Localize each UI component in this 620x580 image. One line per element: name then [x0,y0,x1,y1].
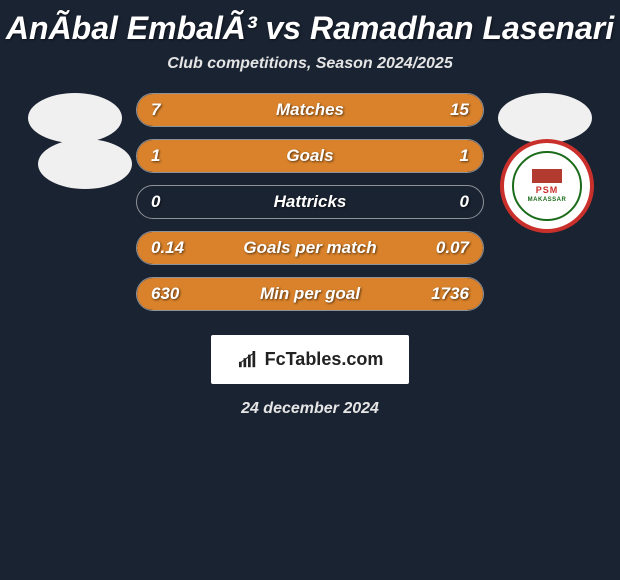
club-badge-text-1: PSM [536,185,559,195]
bar-value-right: 0.07 [436,238,469,258]
bar-value-left: 1 [151,146,160,166]
bar-value-right: 1 [460,146,469,166]
club-badge: PSM MAKASSAR [500,139,594,233]
subtitle: Club competitions, Season 2024/2025 [167,55,452,73]
stat-bar: 630 Min per goal 1736 [136,277,484,311]
club-badge-top-shape [532,169,562,183]
brand-text: FcTables.com [265,349,384,370]
chart-icon [237,351,259,369]
comparison-area: 7 Matches 15 1 Goals 1 0 Hattricks 0 0.14 Goals pe… [0,93,620,323]
bar-fill-left [137,140,310,172]
bar-value-left: 0 [151,192,160,212]
bar-label: Min per goal [260,284,360,304]
bar-label: Hattricks [274,192,347,212]
bar-value-left: 7 [151,100,160,120]
left-side-col [16,93,136,323]
bar-value-right: 15 [450,100,469,120]
club-badge-inner: PSM MAKASSAR [512,151,582,221]
bar-fill-right [310,140,483,172]
stat-bar: 1 Goals 1 [136,139,484,173]
brand-badge: FcTables.com [211,335,410,384]
player-avatar-left-2 [38,139,132,189]
stat-bar: 0 Hattricks 0 [136,185,484,219]
bar-value-left: 630 [151,284,179,304]
bar-value-right: 1736 [431,284,469,304]
bar-value-right: 0 [460,192,469,212]
bar-value-left: 0.14 [151,238,184,258]
club-badge-text-2: MAKASSAR [528,197,567,203]
right-side-col: PSM MAKASSAR [484,93,604,323]
stat-bar: 0.14 Goals per match 0.07 [136,231,484,265]
player-avatar-right [498,93,592,143]
page-title: AnÃ­bal EmbalÃ³ vs Ramadhan Lasenari [6,10,614,47]
bar-label: Goals [286,146,333,166]
date-text: 24 december 2024 [241,400,379,418]
player-avatar-left-1 [28,93,122,143]
bar-label: Goals per match [243,238,376,258]
stat-bars: 7 Matches 15 1 Goals 1 0 Hattricks 0 0.14 Goals pe… [136,93,484,323]
bar-label: Matches [276,100,344,120]
stat-bar: 7 Matches 15 [136,93,484,127]
